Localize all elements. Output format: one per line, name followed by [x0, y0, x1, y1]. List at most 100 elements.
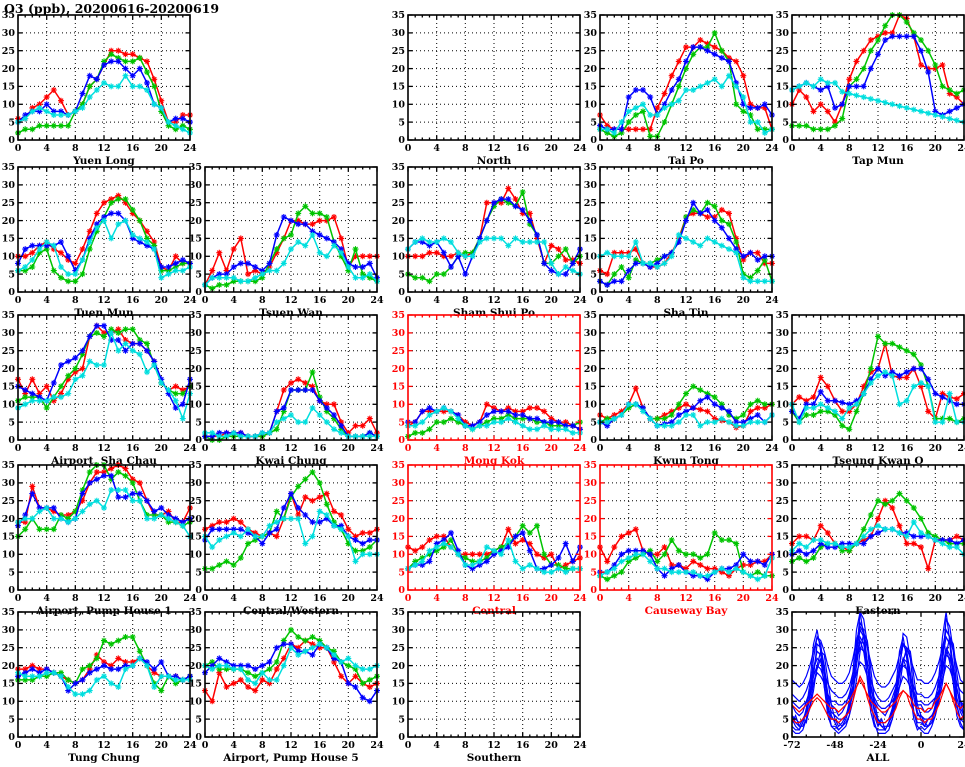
svg-text:30: 30	[189, 180, 203, 191]
svg-text:15: 15	[2, 82, 15, 93]
svg-text:8: 8	[72, 143, 79, 154]
svg-text:0: 0	[597, 593, 604, 604]
chart-title: Kwun Tong	[653, 455, 719, 467]
svg-text:20: 20	[155, 443, 169, 454]
svg-text:20: 20	[155, 740, 169, 751]
svg-text:5: 5	[8, 269, 15, 280]
svg-text:24: 24	[573, 143, 587, 154]
svg-text:4: 4	[230, 443, 237, 454]
svg-text:15: 15	[776, 532, 789, 543]
svg-text:0: 0	[398, 585, 405, 596]
svg-text:25: 25	[776, 46, 789, 57]
svg-text:16: 16	[313, 443, 327, 454]
svg-text:10: 10	[584, 550, 598, 561]
svg-text:20: 20	[776, 64, 790, 75]
svg-text:20: 20	[737, 143, 751, 154]
svg-text:16: 16	[313, 295, 327, 306]
svg-text:30: 30	[776, 625, 790, 636]
svg-text:35: 35	[189, 460, 202, 471]
svg-text:30: 30	[392, 28, 406, 39]
chart-southern: 0 5 10 15 20 25 30 35 0 4 8 12 16 20 24 Southern	[390, 607, 590, 767]
chart-title: Tai Po	[668, 155, 704, 167]
svg-text:0: 0	[405, 295, 412, 306]
svg-text:15: 15	[2, 679, 15, 690]
svg-text:16: 16	[708, 443, 722, 454]
svg-text:4: 4	[433, 740, 440, 751]
svg-text:12: 12	[487, 143, 500, 154]
svg-text:0: 0	[8, 585, 15, 596]
svg-text:8: 8	[72, 295, 79, 306]
svg-text:10: 10	[584, 252, 598, 263]
svg-text:15: 15	[189, 382, 202, 393]
chart-eastern: 0510152025303504812162024Eastern	[774, 460, 965, 620]
svg-text:16: 16	[708, 143, 722, 154]
svg-text:20: 20	[929, 593, 943, 604]
page-title: O3 (ppb), 20200616-20200619	[4, 1, 220, 16]
svg-text:0: 0	[202, 740, 209, 751]
svg-text:35: 35	[2, 162, 15, 173]
svg-text:35: 35	[189, 310, 202, 321]
svg-text:25: 25	[776, 643, 789, 654]
svg-text:10: 10	[776, 550, 790, 561]
svg-text:4: 4	[43, 740, 50, 751]
svg-text:0: 0	[15, 593, 22, 604]
chart-title: ALL	[866, 752, 891, 764]
svg-text:20: 20	[2, 64, 16, 75]
svg-text:20: 20	[392, 661, 406, 672]
chart-title: Tseung Kwan O	[832, 455, 923, 467]
chart-title: Tsuen Wan	[259, 307, 323, 319]
svg-text:8: 8	[846, 593, 853, 604]
svg-text:5: 5	[195, 417, 202, 428]
svg-text:20: 20	[342, 443, 356, 454]
svg-text:24: 24	[370, 295, 384, 306]
svg-text:8: 8	[654, 443, 661, 454]
svg-text:10: 10	[2, 252, 16, 263]
svg-text:20: 20	[737, 443, 751, 454]
svg-text:12: 12	[97, 143, 110, 154]
svg-text:25: 25	[189, 198, 202, 209]
svg-text:20: 20	[584, 216, 598, 227]
svg-text:10: 10	[392, 550, 406, 561]
svg-text:4: 4	[43, 443, 50, 454]
svg-text:25: 25	[2, 643, 15, 654]
svg-text:4: 4	[625, 593, 632, 604]
chart-airport-pump-house-5: 0 5 10 15 20 25 30 35 0 4 8 12 16 20 24 Airport, Pump H…	[187, 607, 387, 767]
svg-text:35: 35	[392, 162, 405, 173]
svg-text:12: 12	[284, 443, 297, 454]
svg-text:10: 10	[392, 252, 406, 263]
chart-tap-mun: 0 5 10 15 20 25 30 35 0 4 8 12 16 20 24 Tap Mun	[774, 10, 965, 170]
svg-text:25: 25	[776, 496, 789, 507]
svg-text:5: 5	[782, 417, 789, 428]
svg-text:5: 5	[590, 117, 597, 128]
svg-text:5: 5	[398, 117, 405, 128]
svg-text:0: 0	[590, 435, 597, 446]
svg-text:30: 30	[189, 625, 203, 636]
svg-text:0: 0	[195, 435, 202, 446]
svg-text:0: 0	[597, 443, 604, 454]
svg-text:5: 5	[590, 269, 597, 280]
svg-text:20: 20	[545, 443, 559, 454]
svg-text:35: 35	[584, 162, 597, 173]
svg-text:12: 12	[97, 295, 110, 306]
svg-text:4: 4	[817, 143, 824, 154]
svg-text:20: 20	[737, 593, 751, 604]
chart-canvas: 0 5 10 15 20 25 30 35 0 4 8 12 16 20 24 Tseung Kwan O	[776, 310, 965, 467]
svg-text:35: 35	[189, 607, 202, 618]
svg-text:0: 0	[597, 143, 604, 154]
chart-mong-kok: 0 5 10 15 20 25 30 35 0 4 8 12 16 20 24 Mong Kok	[390, 310, 590, 470]
chart-kwai-chung: 0 5 10 15 20 25 30 35 0 4 8 12 16 20 24 Kwai Chung	[187, 310, 387, 470]
svg-text:12: 12	[679, 443, 692, 454]
svg-text:0: 0	[195, 585, 202, 596]
svg-text:20: 20	[929, 143, 943, 154]
chart-north: 0 5 10 15 20 25 30 35 0 4 8 12 16 20 24 North	[390, 10, 590, 170]
svg-text:4: 4	[230, 740, 237, 751]
svg-text:25: 25	[584, 346, 597, 357]
svg-text:0: 0	[789, 593, 796, 604]
svg-text:8: 8	[72, 593, 79, 604]
svg-text:30: 30	[776, 28, 790, 39]
svg-text:8: 8	[654, 143, 661, 154]
svg-text:8: 8	[259, 443, 266, 454]
svg-text:12: 12	[679, 295, 692, 306]
